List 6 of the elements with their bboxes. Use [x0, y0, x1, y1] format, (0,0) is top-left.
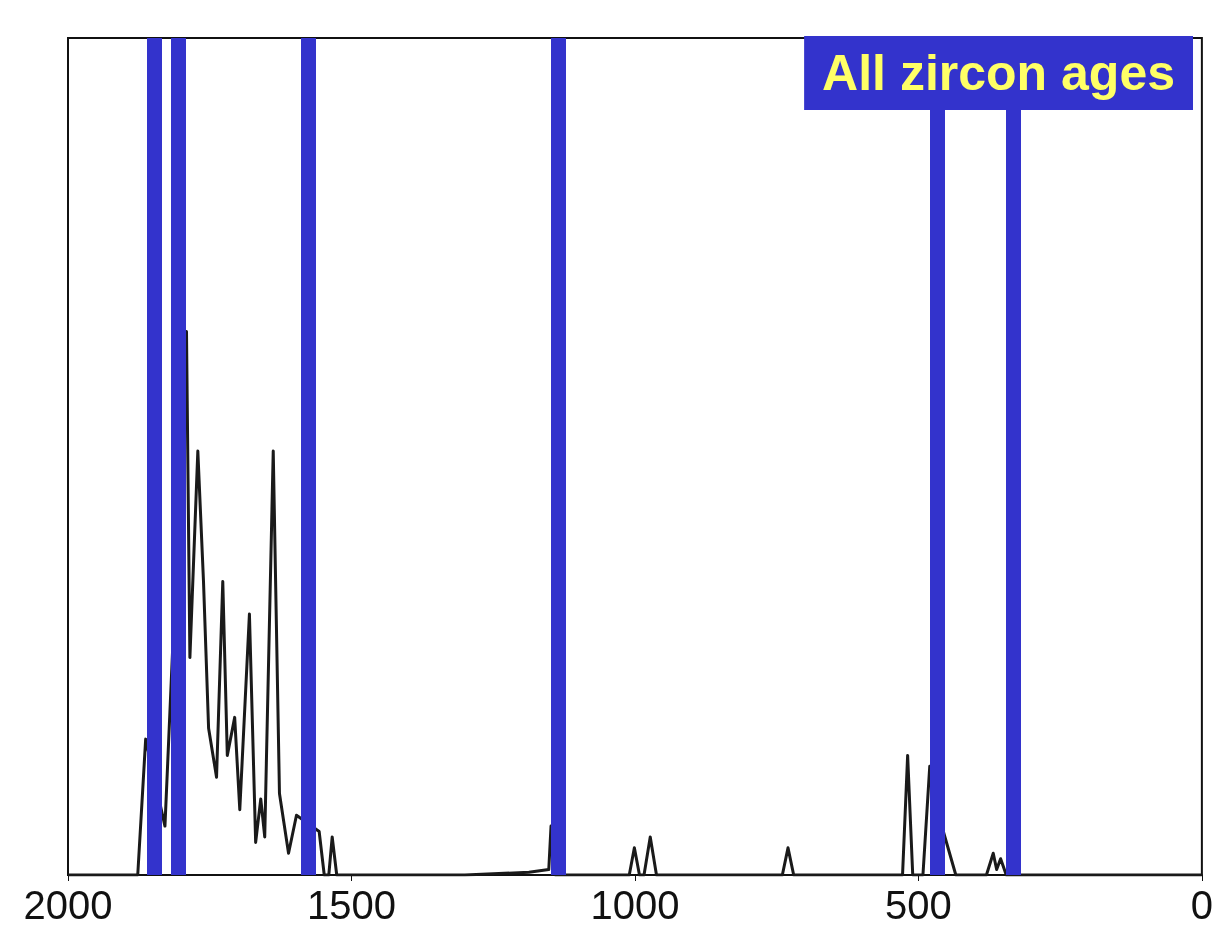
x-tick-label: 500: [885, 883, 952, 927]
chart-title: All zircon ages: [822, 45, 1176, 101]
x-tick-label: 1500: [306, 883, 396, 927]
x-tick-label: 1000: [590, 883, 680, 927]
x-tick-label: 0: [1190, 883, 1213, 927]
x-tick-label: 2000: [23, 883, 113, 927]
